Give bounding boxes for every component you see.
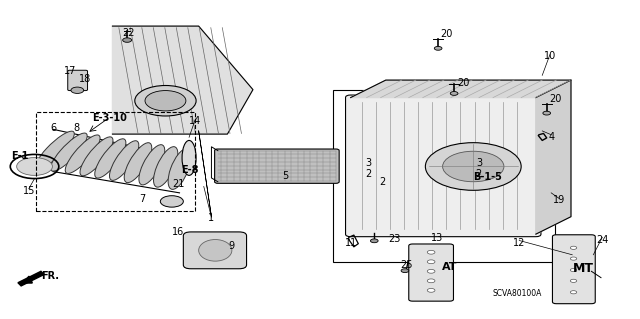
Text: 23: 23 <box>388 234 400 244</box>
Text: 10: 10 <box>544 51 556 61</box>
Ellipse shape <box>80 137 113 176</box>
Circle shape <box>371 239 378 243</box>
Circle shape <box>543 111 550 115</box>
Circle shape <box>17 158 52 175</box>
FancyBboxPatch shape <box>214 149 339 183</box>
Circle shape <box>428 250 435 254</box>
Circle shape <box>570 269 577 271</box>
Circle shape <box>570 257 577 260</box>
Ellipse shape <box>109 141 139 180</box>
Ellipse shape <box>139 145 164 185</box>
Text: 19: 19 <box>553 195 565 205</box>
Text: 20: 20 <box>440 29 452 39</box>
Circle shape <box>161 196 183 207</box>
Bar <box>36 112 195 211</box>
Ellipse shape <box>124 143 152 183</box>
Circle shape <box>451 92 458 95</box>
Ellipse shape <box>95 139 126 178</box>
Text: 5: 5 <box>282 171 288 181</box>
Text: 24: 24 <box>596 234 609 245</box>
Text: 22: 22 <box>122 28 134 38</box>
FancyBboxPatch shape <box>183 232 246 269</box>
Text: AT: AT <box>442 263 458 272</box>
Circle shape <box>71 87 84 93</box>
Polygon shape <box>18 271 44 286</box>
Polygon shape <box>113 26 253 134</box>
Ellipse shape <box>182 140 196 175</box>
Circle shape <box>426 143 521 190</box>
Circle shape <box>123 38 132 42</box>
Text: 11: 11 <box>344 238 356 248</box>
Circle shape <box>428 260 435 264</box>
Text: 15: 15 <box>22 186 35 196</box>
Ellipse shape <box>65 135 100 174</box>
Text: E-8: E-8 <box>181 165 198 175</box>
Circle shape <box>443 151 504 182</box>
Ellipse shape <box>198 240 232 261</box>
Text: 12: 12 <box>513 238 525 248</box>
Text: 25: 25 <box>401 260 413 270</box>
Circle shape <box>145 91 186 111</box>
Ellipse shape <box>51 133 87 171</box>
FancyBboxPatch shape <box>68 70 88 91</box>
Text: 6: 6 <box>50 123 56 133</box>
FancyBboxPatch shape <box>346 95 541 237</box>
Circle shape <box>135 85 196 116</box>
Text: 20: 20 <box>457 78 469 88</box>
Text: E-1: E-1 <box>11 151 29 161</box>
Text: 3: 3 <box>365 158 372 168</box>
Polygon shape <box>536 80 571 234</box>
Text: 3: 3 <box>477 158 483 168</box>
Ellipse shape <box>36 131 74 169</box>
Circle shape <box>401 269 409 272</box>
Circle shape <box>570 246 577 249</box>
Text: 2: 2 <box>380 177 386 187</box>
Text: 13: 13 <box>431 233 443 243</box>
Text: E-3-10: E-3-10 <box>92 113 127 122</box>
Text: MT: MT <box>573 262 594 275</box>
FancyBboxPatch shape <box>409 244 454 301</box>
Ellipse shape <box>154 147 178 187</box>
Text: SCVA80100A: SCVA80100A <box>492 289 541 298</box>
Circle shape <box>428 269 435 273</box>
Circle shape <box>428 288 435 292</box>
Text: 7: 7 <box>140 194 145 204</box>
Text: 1: 1 <box>209 213 214 223</box>
Text: 16: 16 <box>172 227 184 237</box>
Text: 8: 8 <box>73 123 79 133</box>
Polygon shape <box>351 80 571 98</box>
Text: 2: 2 <box>476 169 481 179</box>
Text: 18: 18 <box>79 74 91 85</box>
Bar <box>333 90 555 262</box>
FancyBboxPatch shape <box>552 235 595 304</box>
Text: 2: 2 <box>365 169 372 179</box>
Text: 9: 9 <box>229 241 235 251</box>
Circle shape <box>570 291 577 294</box>
Circle shape <box>570 279 577 282</box>
Text: B-1-5: B-1-5 <box>473 172 502 182</box>
Text: 20: 20 <box>549 93 561 104</box>
Text: 4: 4 <box>548 132 554 142</box>
Ellipse shape <box>168 149 191 189</box>
Circle shape <box>428 279 435 283</box>
Text: 14: 14 <box>189 116 202 126</box>
Text: FR.: FR. <box>42 271 60 281</box>
Text: 17: 17 <box>63 66 76 76</box>
Circle shape <box>435 47 442 50</box>
Text: 21: 21 <box>172 179 184 189</box>
